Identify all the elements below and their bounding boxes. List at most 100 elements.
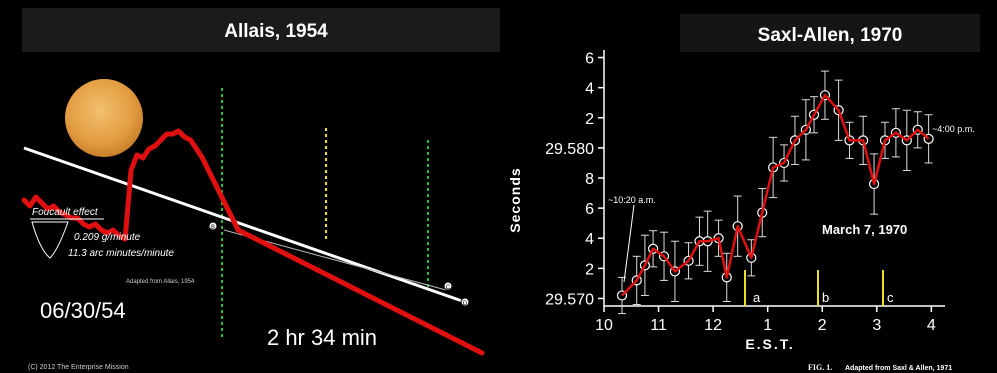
allais-trace-point [242,231,246,235]
foucault-baseline [23,146,466,304]
allais-trace-point [171,132,175,136]
allais-trace-point [188,138,193,142]
allais-trace-point [480,351,484,355]
saxl-allen-panel: Saxl-Allen, 1970 29.570 2 4 6 8 29.580 2 4 6 10 1… [505,8,995,373]
allais-trace-point [266,243,270,247]
figure-number: FIG. 1. [808,363,832,372]
allais-trace-point [194,147,199,151]
x-axis-label: E.S.T. [745,336,794,352]
allais-trace-point [212,180,216,184]
allais-trace-point [93,222,97,226]
sun-image [65,79,143,157]
allais-trace-point [64,213,68,217]
x-tick-label: 3 [872,317,881,334]
y-tick-label: 2 [585,261,594,278]
source-note: Adapted from Allais, 1954 [126,279,195,285]
allais-trace-point [129,168,133,172]
x-tick-label: 1 [763,317,772,334]
left-title: Allais, 1954 [224,21,328,42]
allais-trace-point [343,282,347,286]
allais-trace-point [296,258,300,262]
point-label-d: D [463,301,468,307]
allais-trace-point [272,246,276,250]
y-tick-label: 4 [585,81,594,98]
allais-trace-point [141,156,145,160]
allais-trace-point [87,225,91,229]
allais-trace-point [474,348,478,352]
y-ticks: 29.570 2 4 6 8 29.580 2 4 6 [545,51,604,308]
allais-trace-point [200,156,204,160]
allais-trace-point [117,234,121,238]
left-title-bar [22,8,500,52]
end-annotation: ~4:00 p.m. [932,124,975,134]
marker-a: a [744,270,761,306]
allais-trace-point [373,297,377,301]
allais-trace-point [177,129,181,133]
allais-trace-point [236,228,240,232]
right-title: Saxl-Allen, 1970 [758,25,903,46]
allais-trace-point [206,168,210,172]
credit-text: (C) 2012 The Enterprise Mission [28,364,129,371]
allais-trace-point [325,273,329,277]
saxl-fit-line [621,93,930,297]
start-annotation: ~10:20 a.m. [608,195,656,205]
marker-label-c: c [887,290,894,305]
allais-trace-point [230,216,234,220]
allais-trace-point [99,228,103,232]
allais-trace-point [468,345,472,349]
allais-trace-point [105,231,109,235]
y-axis-label: Seconds [507,167,523,232]
allais-trace-point [248,234,252,238]
y-tick-label: 6 [585,51,594,68]
allais-trace-point [397,309,401,313]
allais-trace-point [415,318,419,322]
allais-trace-point [165,132,169,136]
allais-trace-point [403,312,407,316]
x-tick-label: 2 [818,317,827,334]
y-tick-label: 2 [585,111,594,128]
allais-trace-point [40,201,44,205]
allais-trace-point [337,279,341,283]
point-label-c: C [446,285,451,291]
x-tick-label: 11 [650,317,667,334]
allais-trace-point [426,324,431,328]
allais-trace-point [432,327,436,331]
marker-b: b [817,270,829,306]
allais-trace-point [385,303,389,307]
legend-line2: 11.3 arc minutes/minute [68,248,174,259]
allais-trace-point [307,264,312,268]
legend-title: Foucault effect [32,207,99,218]
allais-trace-point [81,222,86,226]
allais-trace-point [28,204,32,208]
allais-trace-point [379,300,383,304]
right-title-bar [680,14,980,52]
allais-trace-point [313,267,318,271]
y-tick-label: 8 [585,171,594,188]
y-tick-label: 6 [585,201,594,218]
allais-trace-point [34,195,38,199]
allais-trace-point [254,237,258,241]
allais-trace-point [444,333,448,337]
x-tick-label: 4 [927,317,936,334]
allais-trace-point [409,315,413,319]
legend-line1: 0.209 g/minute [74,232,141,243]
allais-trace-point [123,237,127,241]
foucault-cone-icon [31,221,69,259]
allais-trace-point [22,198,26,202]
marker-label-b: b [822,290,829,305]
date-annotation: March 7, 1970 [822,222,907,237]
y-tick-label: 29.570 [545,291,594,308]
allais-trace-point [302,261,306,265]
allais-trace-point [367,294,371,298]
marker-c: c [882,270,894,306]
allais-trace-point [135,153,139,157]
allais-trace-point [391,306,395,310]
allais-trace-point [290,255,294,259]
figure-source: Adapted from Saxl & Allen, 1971 [845,365,952,372]
allais-trace-point [420,321,425,325]
allais-trace-point [111,228,115,232]
date-label: 06/30/54 [40,298,126,323]
y-tick-label: 29.580 [545,141,594,158]
start-annotation-leader [623,204,635,283]
